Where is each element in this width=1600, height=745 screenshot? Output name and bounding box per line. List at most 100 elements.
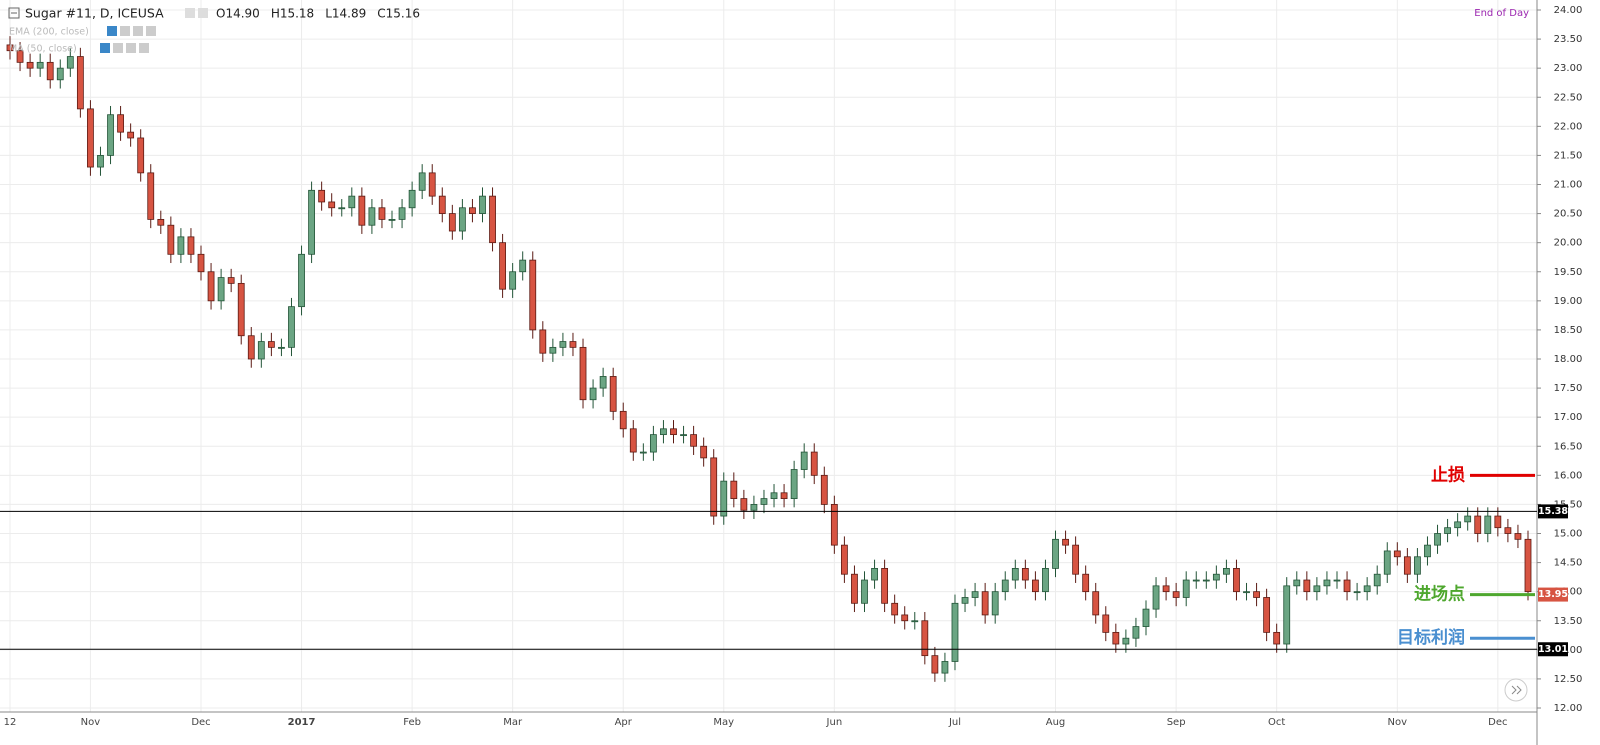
candle-body xyxy=(750,504,758,511)
candle-body xyxy=(87,108,94,168)
candle-body xyxy=(1393,550,1401,558)
candle-body xyxy=(1112,631,1120,645)
candle-body xyxy=(408,189,416,209)
candle-body xyxy=(438,195,446,214)
price-label: 15.38 xyxy=(1538,506,1568,517)
candle-body xyxy=(1273,631,1281,645)
candle-body xyxy=(76,56,84,110)
y-tick-label: 16.00 xyxy=(1554,470,1583,481)
y-tick-label: 24.00 xyxy=(1554,5,1583,16)
indicator-settings[interactable] xyxy=(120,26,130,36)
y-tick-label: 22.50 xyxy=(1554,92,1583,103)
candle-body xyxy=(1223,568,1230,575)
candle-body xyxy=(549,346,557,354)
price-label: 13.95 xyxy=(1538,589,1568,600)
candle-body xyxy=(921,620,929,657)
candle-body xyxy=(629,428,637,453)
candle-body xyxy=(911,620,919,623)
candle-body xyxy=(639,451,647,454)
y-tick-label: 16.50 xyxy=(1554,441,1583,452)
candle-body xyxy=(1313,585,1321,593)
ohlc-value: H15.18 xyxy=(271,7,314,21)
readout-icon xyxy=(198,8,208,18)
candle-body xyxy=(1202,579,1210,582)
indicator-label[interactable]: EMA (200, close) xyxy=(9,27,89,38)
candle-body xyxy=(559,341,567,348)
indicator-remove[interactable] xyxy=(139,43,149,53)
x-tick-label: Aug xyxy=(1046,717,1066,728)
candle-body xyxy=(1082,573,1090,593)
candle-body xyxy=(1323,579,1331,587)
candle-body xyxy=(569,341,577,348)
candle-body xyxy=(97,155,104,168)
candle-body xyxy=(428,172,436,197)
candle-body xyxy=(36,61,44,69)
candle-body xyxy=(1243,591,1250,594)
candle-body xyxy=(1494,515,1502,529)
candle-body xyxy=(840,544,848,575)
candle-body xyxy=(1182,579,1190,598)
candle-body xyxy=(1383,550,1391,575)
annotation-label: 目标利润 xyxy=(1397,627,1465,648)
annotation-label: 进场点 xyxy=(1414,584,1465,605)
y-tick-label: 15.00 xyxy=(1554,529,1583,540)
x-tick-label: Dec xyxy=(191,717,210,728)
candle-body xyxy=(971,591,979,598)
candle-body xyxy=(1524,538,1532,593)
plot xyxy=(6,36,1532,682)
price-label-box xyxy=(1538,587,1568,602)
candle-body xyxy=(1333,579,1341,582)
candle-body xyxy=(670,428,677,436)
candle-body xyxy=(871,568,878,581)
indicator-add[interactable] xyxy=(133,26,143,36)
candle-body xyxy=(619,410,627,430)
candle-body xyxy=(217,277,225,302)
y-tick-label: 21.00 xyxy=(1554,180,1583,191)
candle-body xyxy=(448,213,456,232)
y-tick-label: 23.50 xyxy=(1554,34,1583,45)
indicator-remove[interactable] xyxy=(146,26,156,36)
candle-body xyxy=(599,376,607,389)
collapse-icon[interactable] xyxy=(8,7,20,19)
candle-body xyxy=(861,579,868,604)
x-tick-label: 12 xyxy=(4,717,17,728)
y-tick-label: 20.00 xyxy=(1554,238,1583,249)
data-mode-note: End of Day xyxy=(1474,8,1529,19)
y-tick-label: 23.00 xyxy=(1554,63,1583,74)
ohlc-value: L14.89 xyxy=(325,7,366,21)
candle-body xyxy=(358,195,366,226)
candle-body xyxy=(278,346,285,349)
x-tick-label: Jul xyxy=(948,717,961,728)
candle-body xyxy=(117,114,124,133)
candle-body xyxy=(1353,591,1361,594)
candle-body xyxy=(16,50,24,63)
candle-body xyxy=(800,451,808,470)
candle-body xyxy=(157,218,165,226)
candle-body xyxy=(941,661,949,674)
candle-body xyxy=(830,504,838,546)
y-tick-label: 17.00 xyxy=(1554,412,1583,423)
indicator-add[interactable] xyxy=(126,43,136,53)
candle-body xyxy=(810,451,818,476)
candle-body xyxy=(680,434,687,437)
chart-title: Sugar #11, D, ICEUSA xyxy=(25,6,164,21)
candle-body xyxy=(931,655,939,674)
indicator-eye[interactable] xyxy=(107,26,117,36)
y-tick-label: 12.50 xyxy=(1554,674,1583,685)
candle-body xyxy=(1042,568,1049,593)
candle-body xyxy=(1032,579,1039,593)
candle-body xyxy=(851,573,858,604)
candle-body xyxy=(1424,544,1431,558)
indicator-settings[interactable] xyxy=(113,43,123,53)
candle-body xyxy=(1212,573,1220,581)
candle-body xyxy=(1363,585,1371,593)
candle-body xyxy=(780,492,788,499)
candle-body xyxy=(479,195,486,214)
x-tick-label: Nov xyxy=(1388,717,1408,728)
y-tick-label: 18.50 xyxy=(1554,325,1583,336)
indicator-label[interactable]: MA (50, close) xyxy=(9,44,77,55)
indicator-eye[interactable] xyxy=(100,43,110,53)
